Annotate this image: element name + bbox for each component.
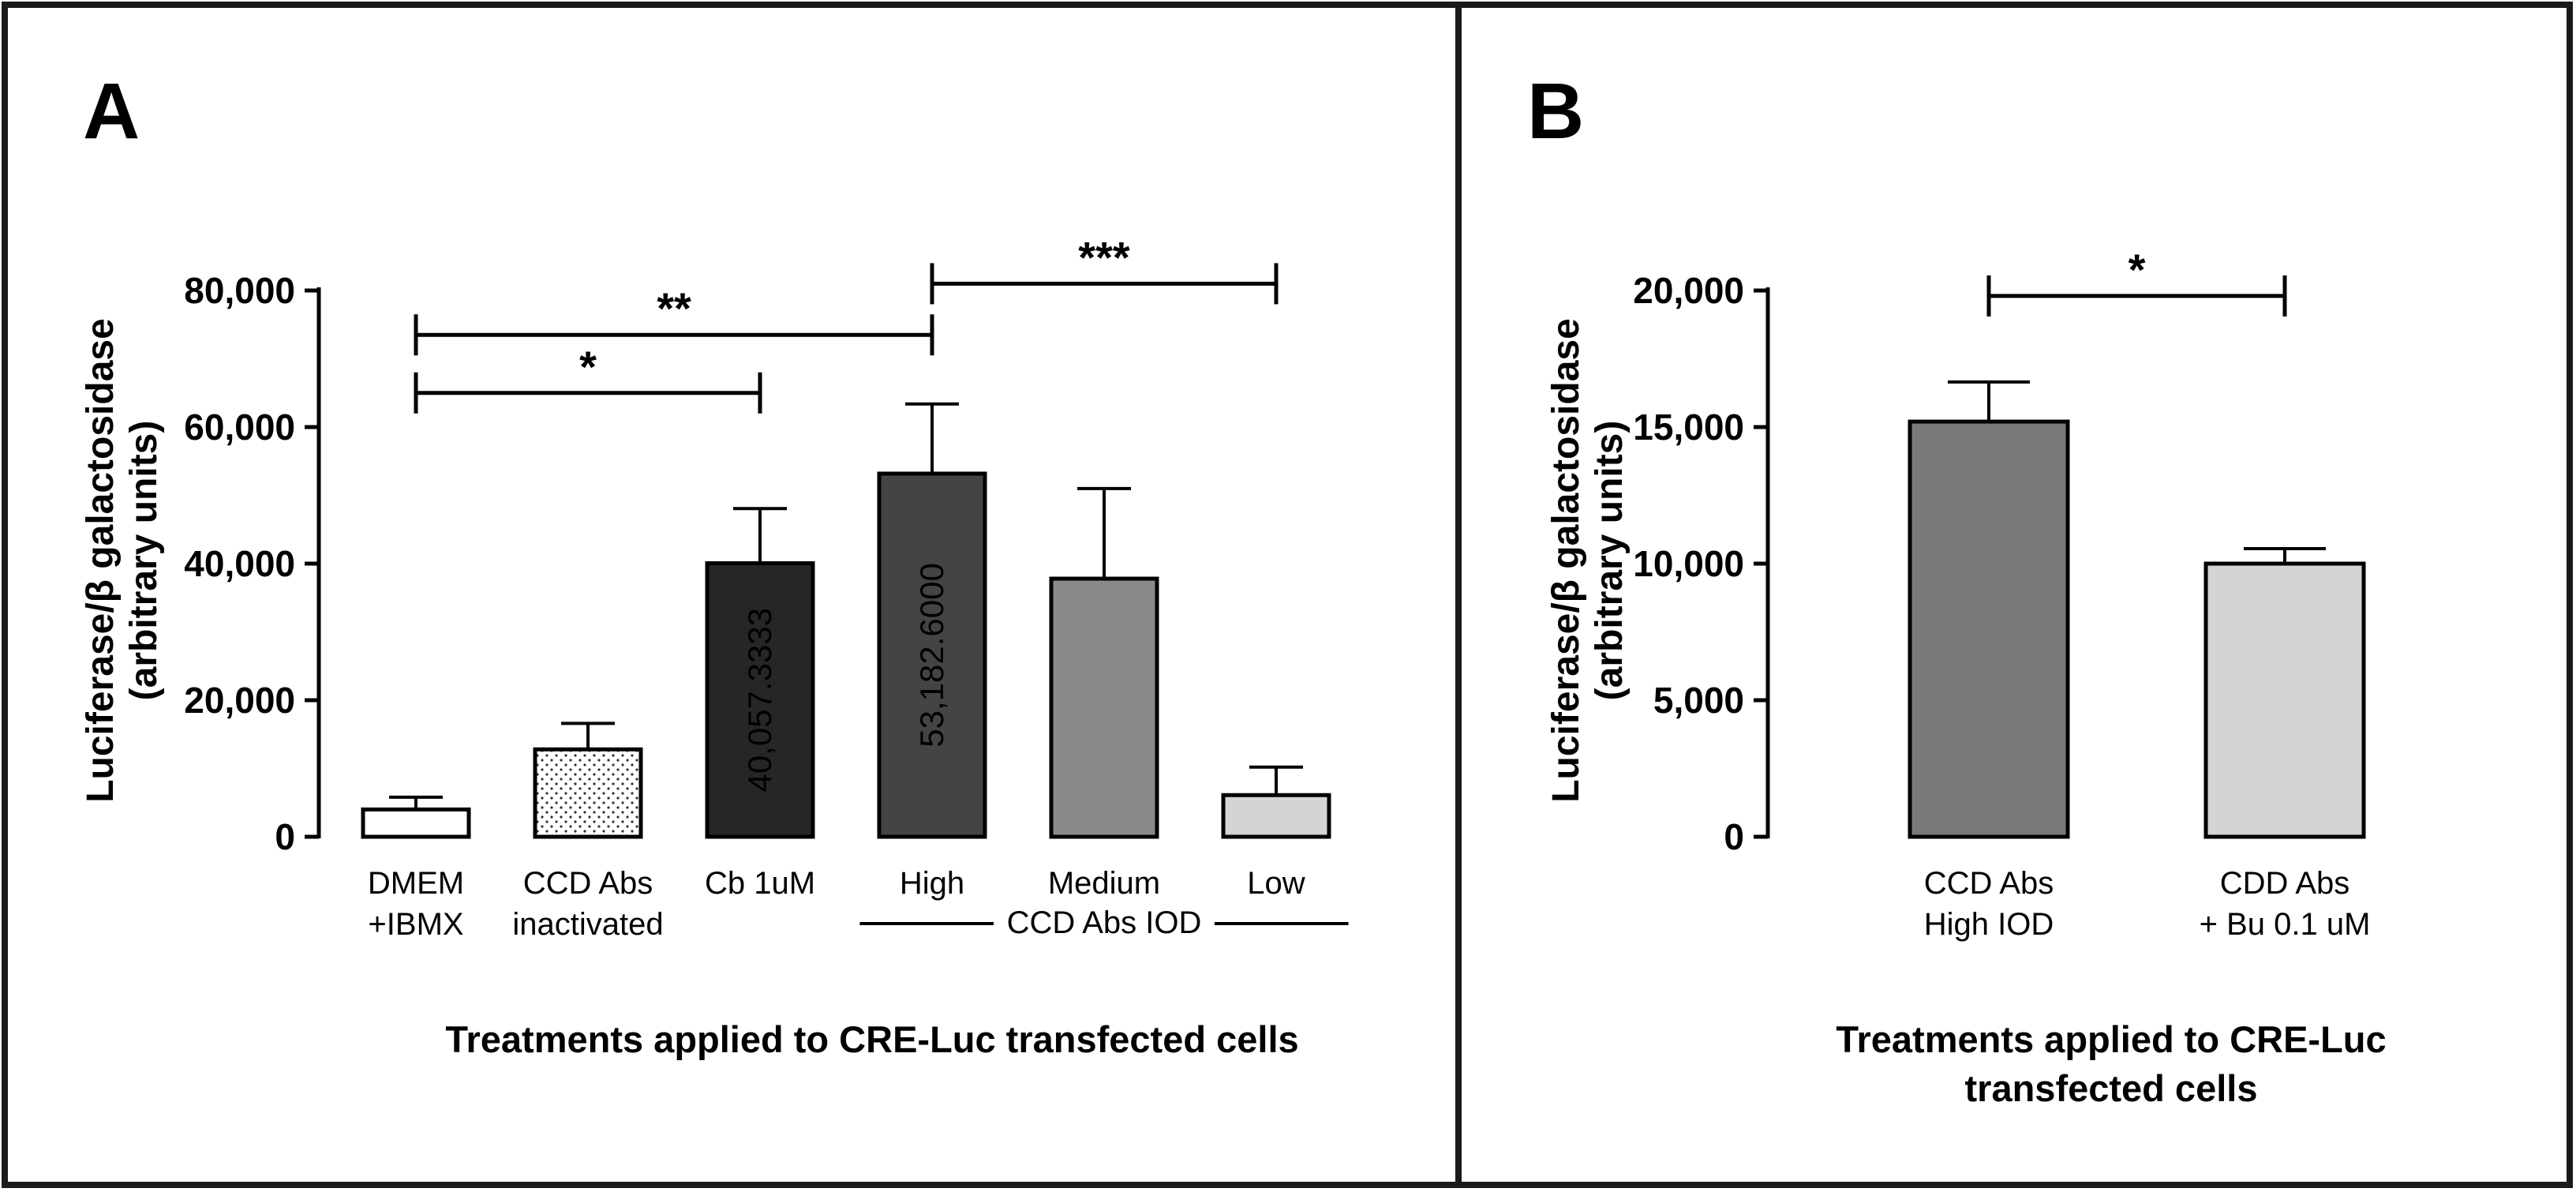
panel-a-xtick-label-3-line1: High (900, 866, 964, 901)
panel-b-xlabel-line2: transfected cells (1965, 1067, 2258, 1109)
panel-a-bar-4 (1049, 576, 1159, 839)
panel-a-xtick-label-4-line1: Medium (1048, 866, 1160, 901)
panel-a: A Luciferase/β galactosidase (arbitrary … (80, 67, 1349, 1060)
panel-a-xlabel: Treatments applied to CRE-Luc transfecte… (445, 1018, 1298, 1060)
panel-a-xtick-label-0-line2: +IBMX (368, 907, 463, 942)
panel-a-sig-label-0: * (579, 342, 597, 392)
panel-b-bar-1 (2203, 561, 2366, 839)
panel-a-bar-2 (705, 561, 815, 839)
panel-a-xtick-label-0-line1: DMEM (368, 866, 464, 901)
panel-b-ytick-label-2: 10,000 (1633, 543, 1744, 584)
panel-a-bar-0 (361, 807, 471, 839)
panel-b-sig-bracket-0 (1986, 275, 2287, 317)
panel-a-sig-bracket-2 (930, 263, 1279, 305)
panel-b-xtick-label-0-line1: CCD Abs (1924, 866, 2054, 901)
panel-a-ytick-label-3: 60,000 (184, 407, 295, 448)
panel-a-bar-5 (1221, 793, 1331, 839)
panel-a-bar-3 (877, 471, 987, 839)
panel-b: B Luciferase/β galactosidase (arbitrary … (1527, 67, 2387, 1109)
panel-a-sig-label-1: ** (657, 283, 691, 333)
panel-a-bar-1 (533, 747, 643, 839)
panel-a-xtick-label-2-line1: Cb 1uM (705, 866, 815, 901)
panel-b-xtick-label-0-line2: High IOD (1924, 907, 2054, 942)
panel-b-label: B (1527, 67, 1584, 156)
panel-a-ytick-label-1: 20,000 (184, 680, 295, 721)
panel-b-ylabel-line1: Luciferase/β galactosidase (1545, 318, 1587, 803)
panel-a-sig-label-2: *** (1078, 232, 1130, 282)
panel-b-ytick-label-3: 15,000 (1633, 407, 1744, 448)
panel-b-sig-label-0: * (2129, 245, 2146, 294)
panel-a-group-label: CCD Abs IOD (1007, 905, 1202, 940)
panel-a-ylabel-line1: Luciferase/β galactosidase (80, 318, 122, 803)
panel-b-ytick-label-0: 0 (1724, 816, 1744, 857)
panel-a-sig-bracket-0 (414, 372, 762, 414)
panel-a-label: A (83, 67, 140, 156)
panel-a-ytick-label-4: 80,000 (184, 270, 295, 311)
panel-b-plot: 0 5,000 10,000 15,000 20,000 CCD Abs High IOD C… (1633, 245, 2370, 942)
panel-b-xtick-label-1-line2: + Bu 0.1 uM (2200, 907, 2371, 942)
panel-a-ylabel-line2: (arbitrary units) (123, 421, 165, 701)
panel-b-xlabel-line1: Treatments applied to CRE-Luc (1836, 1018, 2386, 1060)
panel-a-bar-value-label-3: 53,182.6000 (913, 563, 950, 748)
panel-b-bar-0 (1908, 419, 2070, 839)
panel-a-xtick-label-5-line1: Low (1247, 866, 1305, 901)
panel-a-xtick-label-1-line2: inactivated (512, 907, 663, 942)
panel-a-plot: 0 20,000 40,000 60,000 80,000 DMEM +IBMX CCD Ab… (184, 232, 1349, 942)
panel-a-ytick-label-0: 0 (275, 816, 295, 857)
panel-a-ytick-label-2: 40,000 (184, 543, 295, 584)
panel-b-ytick-label-4: 20,000 (1633, 270, 1744, 311)
panel-b-frame (1455, 2, 2573, 1188)
panel-b-ylabel-line2: (arbitrary units) (1589, 421, 1631, 701)
panel-b-xtick-label-1-line1: CDD Abs (2220, 866, 2350, 901)
panel-a-sig-bracket-1 (414, 314, 934, 356)
panel-a-xtick-label-1-line1: CCD Abs (523, 866, 653, 901)
panel-b-ytick-label-1: 5,000 (1653, 680, 1744, 721)
panel-a-bar-value-label-2: 40,057.3333 (741, 608, 778, 793)
